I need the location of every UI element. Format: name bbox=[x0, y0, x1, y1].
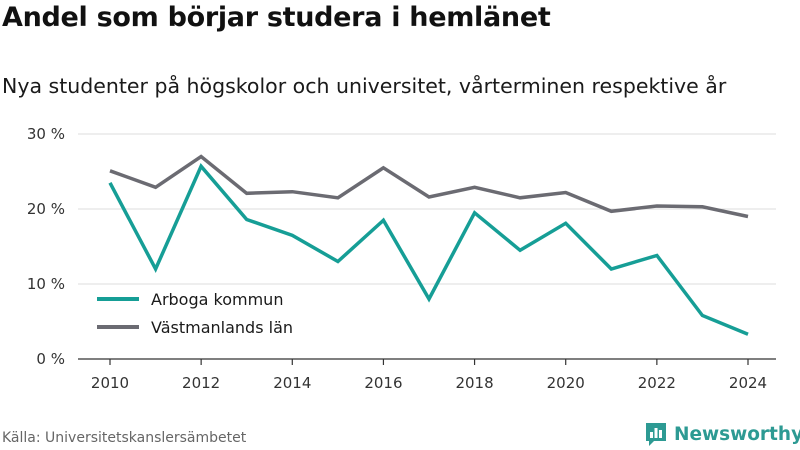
series-line-v-stmanlands-l-n bbox=[109, 154, 749, 219]
brand-logo[interactable]: Newsworthy bbox=[644, 420, 800, 448]
y-axis-tick-labels: 0 % 10 % 20 % 30 % bbox=[27, 125, 65, 368]
series-lines bbox=[108, 154, 749, 336]
legend-label: Västmanlands län bbox=[151, 318, 293, 337]
x-tick-label: 2022 bbox=[638, 374, 676, 392]
bar-chart-badge-icon bbox=[646, 423, 666, 446]
y-tick-label: 10 % bbox=[27, 275, 65, 293]
x-tick-label: 2014 bbox=[273, 374, 311, 392]
legend: Arboga kommun Västmanlands län bbox=[97, 290, 293, 337]
legend-label: Arboga kommun bbox=[151, 290, 283, 309]
brand-name: Newsworthy bbox=[674, 423, 800, 445]
x-axis bbox=[78, 358, 776, 365]
x-tick-label: 2018 bbox=[455, 374, 493, 392]
source-note: Källa: Universitetskanslersämbetet bbox=[2, 430, 247, 446]
x-tick-label: 2024 bbox=[729, 374, 767, 392]
y-tick-label: 30 % bbox=[27, 125, 65, 143]
y-tick-label: 0 % bbox=[36, 350, 65, 368]
series-line-arboga-kommun bbox=[108, 163, 749, 336]
line-chart: 0 % 10 % 20 % 30 % 2010 2012 2014 2016 2018 2020… bbox=[27, 125, 776, 392]
gridlines bbox=[78, 133, 776, 285]
x-tick-label: 2010 bbox=[91, 374, 129, 392]
chart-title: Andel som börjar studera i hemlänet bbox=[2, 2, 551, 33]
y-tick-label: 20 % bbox=[27, 200, 65, 218]
x-tick-label: 2016 bbox=[364, 374, 402, 392]
x-tick-label: 2020 bbox=[547, 374, 585, 392]
x-axis-tick-labels: 2010 2012 2014 2016 2018 2020 2022 2024 bbox=[91, 374, 767, 392]
x-tick-label: 2012 bbox=[182, 374, 220, 392]
chart-subtitle: Nya studenter på högskolor och universit… bbox=[2, 74, 727, 98]
